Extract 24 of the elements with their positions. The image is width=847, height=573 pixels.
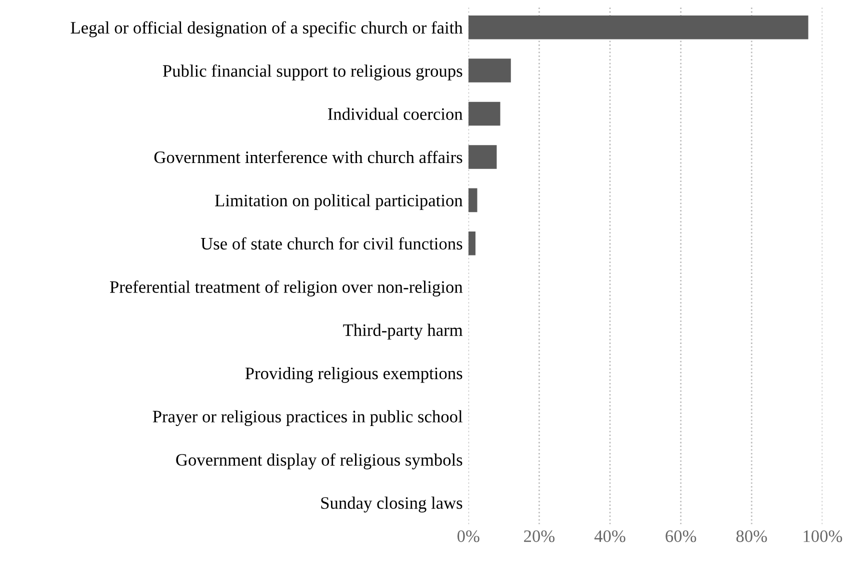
y-tick-label: Government interference with church affairs [154,150,462,164]
x-tick-label: 60% [666,530,696,542]
bar [468,188,478,212]
y-tick-label: Legal or official designation of a specific church or faith [70,21,463,38]
y-tick-label: Prayer or religious practices in public school [152,410,462,426]
x-tick-label: 0% [457,530,480,542]
y-tick-label: Government display of religious symbols [176,453,462,470]
y-tick-label: Sunday closing laws [321,496,462,512]
bar [468,145,497,169]
x-tick-label: 20% [524,530,555,542]
y-tick-label: Preferential treatment of religion over non-religion [110,280,463,296]
x-tick-label: 100% [804,530,842,542]
bar [468,15,808,40]
bar [468,102,500,126]
y-tick-label: Limitation on political participation [215,194,463,210]
bar [468,232,476,256]
bar [468,58,511,82]
x-tick-label: 40% [594,530,626,542]
y-tick-label: Use of state church for civil functions [200,237,462,250]
y-tick-label: Providing religious exemptions [245,367,462,383]
x-tick-label: 80% [736,530,767,542]
y-tick-label: Third-party harm [343,324,463,340]
y-tick-label: Public financial support to religious groups [162,64,462,80]
y-tick-label: Individual coercion [328,108,463,120]
